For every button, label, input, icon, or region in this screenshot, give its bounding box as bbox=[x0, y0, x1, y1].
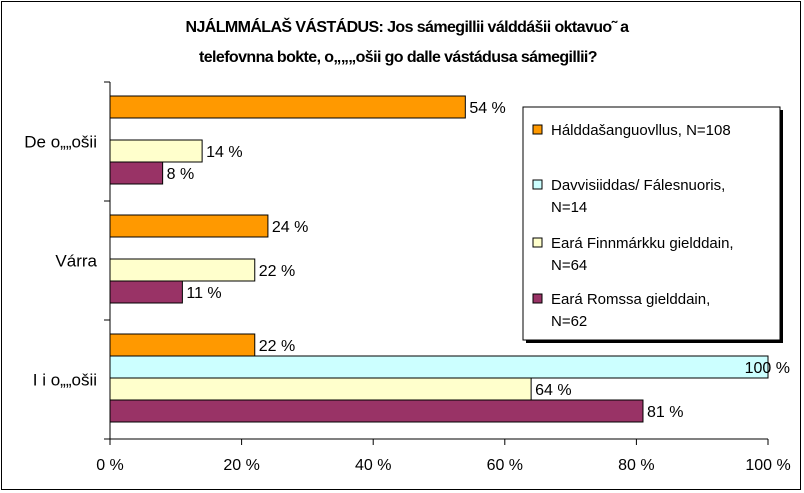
category-label: Várra bbox=[55, 252, 97, 271]
data-label: 81 % bbox=[647, 404, 683, 421]
legend-label: N=64 bbox=[551, 257, 587, 274]
bar-series-1-cat-1 bbox=[109, 95, 466, 119]
legend-swatch bbox=[532, 124, 543, 135]
data-label: 54 % bbox=[469, 100, 505, 117]
data-label: 22 % bbox=[259, 263, 295, 280]
legend-label: Eará Romssa gielddain, bbox=[551, 291, 710, 308]
x-tick-label: 0 % bbox=[96, 457, 124, 474]
x-tick-label: 40 % bbox=[355, 457, 391, 474]
x-tick-label: 20 % bbox=[223, 457, 259, 474]
data-label: 100 % bbox=[745, 360, 790, 377]
legend-label: Eará Finnmárkku gielddain, bbox=[551, 235, 734, 252]
legend-label: N=14 bbox=[551, 199, 587, 216]
data-label: 14 % bbox=[206, 144, 242, 161]
data-label: 11 % bbox=[186, 285, 221, 302]
legend-label: N=62 bbox=[551, 313, 587, 330]
legend-label: Hálddašanguovllus, N=108 bbox=[551, 122, 731, 139]
legend-swatch bbox=[532, 179, 543, 190]
x-tick-label: 80 % bbox=[618, 457, 654, 474]
legend-box bbox=[522, 106, 781, 341]
chart-title: NJÁLMMÁLAŠ VÁSTÁDUS: Jos sámegillii váld… bbox=[186, 17, 630, 66]
x-tick-label: 60 % bbox=[487, 457, 523, 474]
bar-series-2-cat-3 bbox=[109, 355, 769, 379]
bar-series-4-cat-2 bbox=[109, 280, 183, 304]
legend-swatch bbox=[532, 293, 543, 304]
bar-series-3-cat-2 bbox=[109, 258, 256, 282]
category-label: I i o„„ošii bbox=[33, 371, 97, 390]
legend-swatch bbox=[532, 237, 543, 248]
category-label: De o„„ošii bbox=[24, 133, 97, 152]
chart-title-line-1: NJÁLMMÁLAŠ VÁSTÁDUS: Jos sámegillii váld… bbox=[186, 17, 630, 36]
data-label: 22 % bbox=[259, 338, 295, 355]
legend-label: Davvisiiddas/ Fálesnuoris, bbox=[551, 177, 725, 194]
data-label: 8 % bbox=[167, 166, 195, 183]
data-label: 24 % bbox=[272, 219, 308, 236]
bar-series-1-cat-2 bbox=[109, 214, 269, 238]
data-label: 64 % bbox=[535, 382, 571, 399]
chart-title-line-2: telefovnna bokte, o„„„ošii go dalle vást… bbox=[199, 49, 597, 66]
bar-series-1-cat-3 bbox=[109, 333, 256, 357]
x-tick-label: 100 % bbox=[745, 457, 790, 474]
plot-area: 54 % 24 % 22 % 100 % 14 % 22 % 64 % 8 % 11 % 81 %… bbox=[24, 81, 791, 474]
bar-series-3-cat-1 bbox=[109, 139, 203, 163]
bar-series-4-cat-3 bbox=[109, 399, 644, 423]
bar-series-4-cat-1 bbox=[109, 161, 164, 185]
legend: Hálddašanguovllus, N=108 Davvisiiddas/ Fá… bbox=[522, 106, 783, 343]
bar-series-3-cat-3 bbox=[109, 377, 532, 401]
